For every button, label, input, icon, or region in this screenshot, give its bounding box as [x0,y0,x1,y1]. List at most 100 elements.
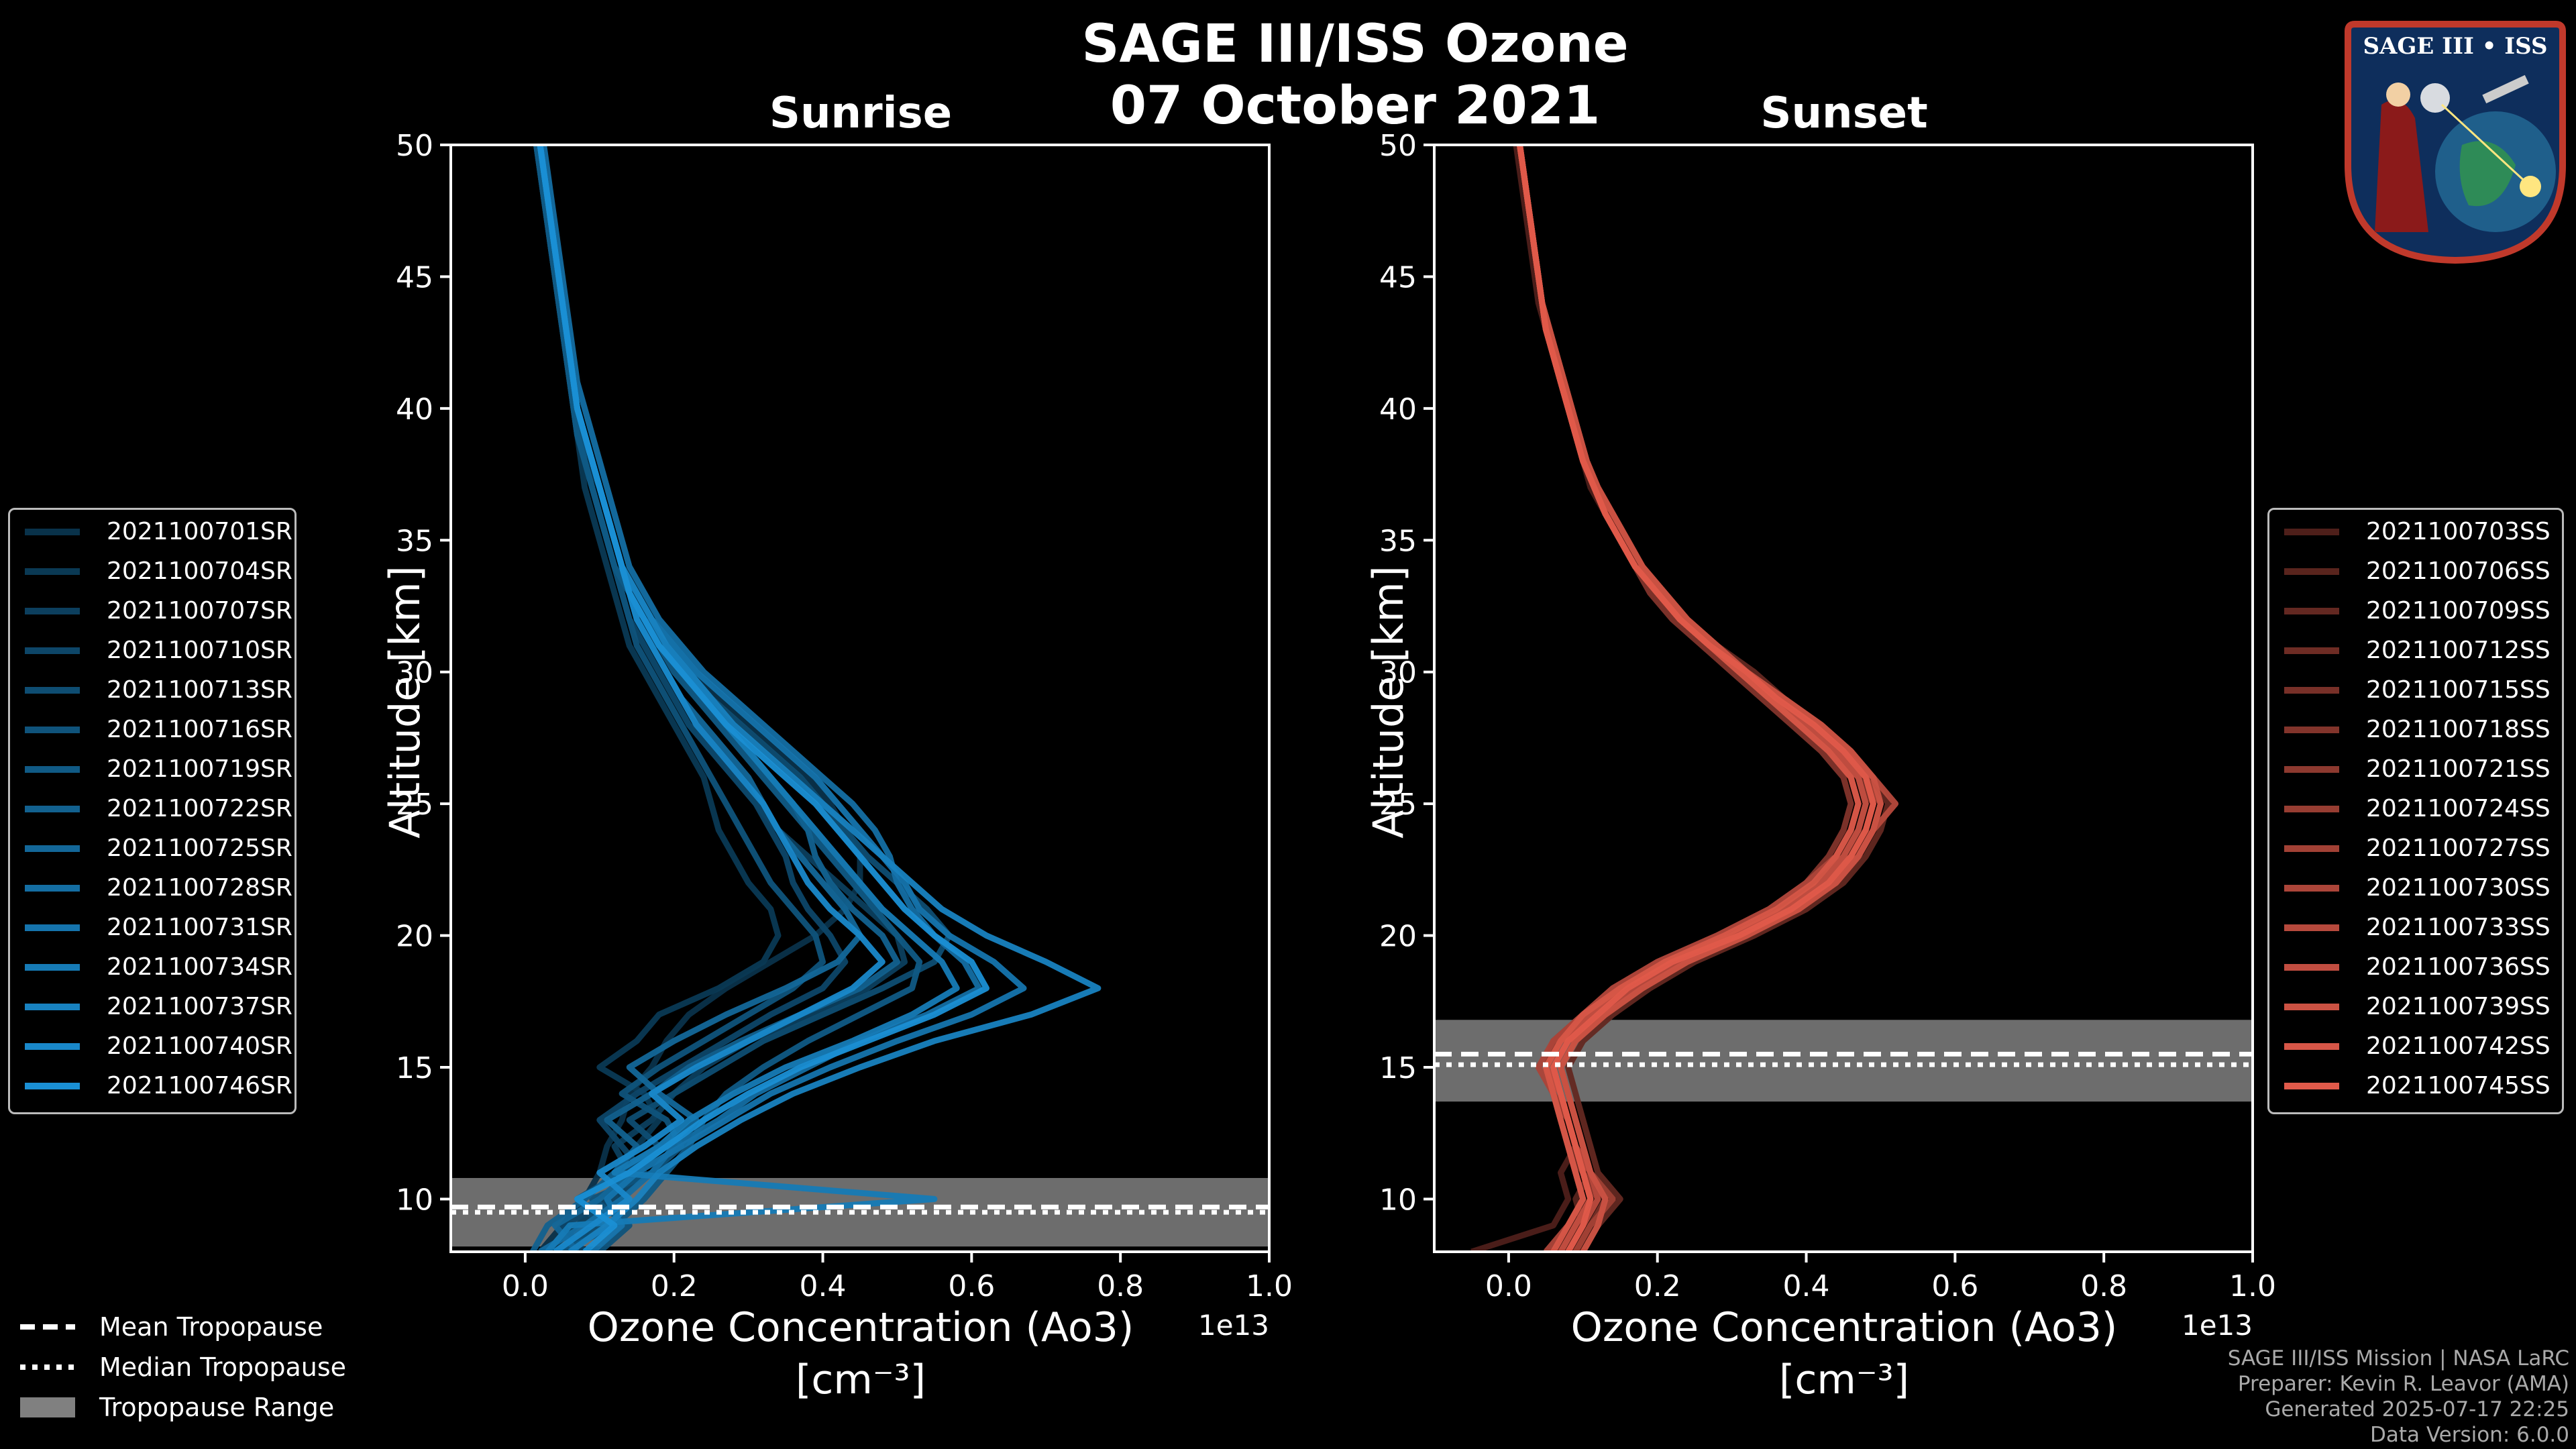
sunset-legend-swatch [2284,726,2339,733]
sunset-y-tick-label: 35 [1379,524,1417,558]
figure-title: SAGE III/ISS Ozone 07 October 2021 [1020,13,1690,137]
sunrise-y-tick-label: 10 [396,1183,433,1217]
sunset-legend-item: 2021100727SS [2284,835,2551,862]
sunset-legend-swatch [2284,1003,2339,1010]
sunset-legend-swatch [2284,607,2339,614]
sunset-legend-item: 2021100739SS [2284,993,2551,1020]
sunset-legend-swatch [2284,884,2339,892]
sunset-x-tick-label: 0.2 [1634,1269,1681,1303]
sunset-legend-swatch [2284,528,2339,535]
sunrise-legend-item: 2021100710SR [25,637,292,664]
sunset-x-tick-label: 0.4 [1783,1269,1830,1303]
sunrise-legend-item: 2021100725SR [25,835,292,862]
sunrise-legend-label: 2021100737SR [107,993,292,1020]
footer-line-preparer: Preparer: Kevin R. Leavor (AMA) [2237,1372,2569,1396]
sunset-y-tick-label: 40 [1379,392,1417,427]
sunset-legend-item: 2021100715SS [2284,676,2551,704]
sunrise-legend-swatch [25,1003,80,1010]
sunrise-series-2021100734SR [537,145,960,1252]
footer-line-generated: Generated 2025-07-17 22:25 [2265,1397,2569,1421]
sunset-x-tick-label: 0.6 [1931,1269,1978,1303]
sunset-x-axis-units: [cm⁻³] [1779,1356,1909,1403]
sunrise-y-tick-label: 15 [396,1051,433,1085]
sunset-y-tick-label: 25 [1379,788,1417,822]
sunrise-legend-swatch [25,924,80,931]
sunset-legend-item: 2021100733SS [2284,914,2551,941]
sunset-legend-label: 2021100724SS [2366,795,2551,822]
sunset-x-tick-label: 0.8 [2080,1269,2127,1303]
sunset-legend-item: 2021100742SS [2284,1032,2551,1060]
sunrise-legend-item: 2021100716SR [25,716,292,743]
sunrise-legend-swatch [25,884,80,892]
sunset-legend-swatch [2284,963,2339,971]
sunrise-legend-label: 2021100731SR [107,914,292,941]
sunset-series-2021100745SS [1517,145,1876,1252]
sunrise-x-tick-label: 0.4 [800,1269,847,1303]
sunset-legend-label: 2021100703SS [2366,518,2551,545]
sunset-legend-item: 2021100721SS [2284,755,2551,783]
sunrise-y-axis-label: Altitude [km] [380,566,429,839]
sunset-x-tick-label: 1.0 [2229,1269,2276,1303]
sunrise-y-tick-label: 50 [396,129,433,163]
sunrise-legend-label: 2021100740SR [107,1032,292,1060]
sunrise-legend-swatch [25,1042,80,1050]
sunset-legend-label: 2021100730SS [2366,874,2551,902]
sunset-panel-title: Sunset [1760,89,1928,138]
sunset-legend-label: 2021100718SS [2366,716,2551,743]
sunset-legend-item: 2021100709SS [2284,597,2551,625]
sunrise-legend-swatch [25,686,80,694]
sunrise-legend-swatch [25,765,80,773]
sunrise-legend-label: 2021100728SR [107,874,292,902]
sunrise-legend-swatch [25,568,80,575]
footer-line-version: Data Version: 6.0.0 [2369,1423,2569,1447]
sunset-legend-swatch [2284,924,2339,931]
sunset-x-tick-label: 0.0 [1485,1269,1532,1303]
sunrise-legend-item: 2021100737SR [25,993,292,1020]
sunrise-legend-swatch [25,805,80,812]
median-tropopause-swatch [20,1364,75,1370]
sunrise-legend: 2021100701SR 2021100704SR 2021100707SR 2021… [8,508,297,1114]
figure-title-line-2: 07 October 2021 [1110,76,1601,136]
sunset-legend-label: 2021100712SS [2366,637,2551,664]
sunrise-legend-label: 2021100722SR [107,795,292,822]
sunset-legend-label: 2021100727SS [2366,835,2551,862]
sunset-legend-swatch [2284,647,2339,654]
sunrise-legend-label: 2021100710SR [107,637,292,664]
sunrise-y-tick-label: 40 [396,392,433,427]
sunset-y-tick-label: 30 [1379,656,1417,690]
figure-title-line-1: SAGE III/ISS Ozone [1081,14,1629,74]
sunrise-series-2021100746SR [537,145,989,1252]
sunset-y-axis-label: Altitude [km] [1363,566,1413,839]
sunset-legend-label: 2021100721SS [2366,755,2551,783]
sunrise-x-tick-label: 1.0 [1246,1269,1293,1303]
sunrise-y-tick-label: 35 [396,524,433,558]
sunset-legend-label: 2021100745SS [2366,1072,2551,1099]
sunrise-legend-item: 2021100704SR [25,557,292,585]
sunrise-legend-swatch [25,607,80,614]
sunset-legend-swatch [2284,1082,2339,1089]
sunset-y-tick-label: 20 [1379,920,1417,954]
sunrise-legend-swatch [25,647,80,654]
sunset-legend-swatch [2284,1042,2339,1050]
sunset-legend-item: 2021100730SS [2284,874,2551,902]
sunset-legend-swatch [2284,805,2339,812]
sunrise-panel-title: Sunrise [769,89,953,138]
sunrise-legend-item: 2021100740SR [25,1032,292,1060]
sunrise-series-2021100731SR [537,145,1027,1252]
sunrise-legend-item: 2021100701SR [25,518,292,545]
sunrise-legend-label: 2021100704SR [107,557,292,585]
sunrise-legend-label: 2021100713SR [107,676,292,704]
sunset-legend-swatch [2284,568,2339,575]
sunrise-legend-item: 2021100734SR [25,953,292,981]
sunset-legend-item: 2021100703SS [2284,518,2551,545]
sunrise-legend-label: 2021100734SR [107,953,292,981]
sage-mission-logo: SAGE III • ISS [2345,21,2566,264]
sunset-y-tick-label: 10 [1379,1183,1417,1217]
sunset-legend-item: 2021100712SS [2284,637,2551,664]
sunrise-x-tick-label: 0.2 [651,1269,698,1303]
sunset-legend-swatch [2284,765,2339,773]
sunrise-legend-label: 2021100707SR [107,597,292,625]
tropopause-range-label: Tropopause Range [99,1393,335,1422]
sunrise-y-tick-label: 25 [396,788,433,822]
